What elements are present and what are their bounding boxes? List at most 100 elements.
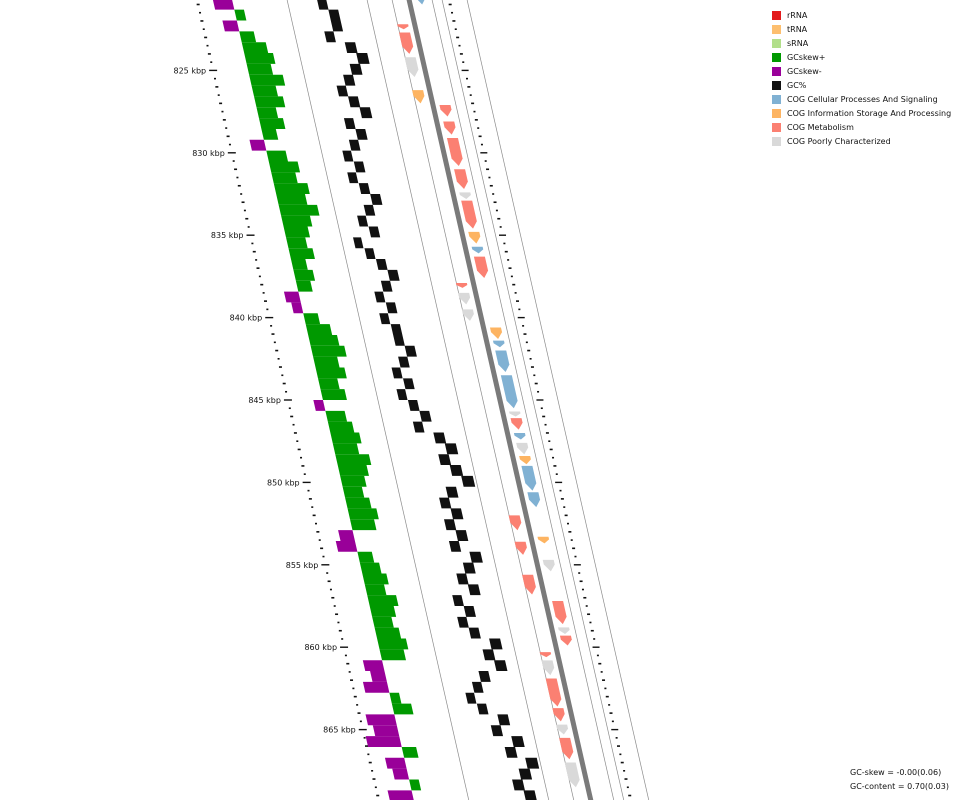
- gc-skew-bar: [409, 779, 422, 791]
- gc-content-stat: GC-content = 0.70(0.03): [850, 782, 949, 791]
- gc-content-bar: [336, 85, 349, 97]
- feature-arrow: [556, 724, 569, 735]
- gc-skew-bar: [365, 714, 397, 726]
- feature-arrow: [489, 327, 503, 340]
- legend-swatch: [772, 24, 781, 34]
- gc-content-bar: [494, 660, 508, 672]
- feature-arrow: [404, 57, 419, 77]
- gc-skew-bar: [239, 31, 257, 43]
- feature-arrow: [542, 559, 555, 572]
- kbp-label: 835 kbp: [211, 231, 244, 240]
- legend-item: sRNA: [772, 36, 951, 50]
- gc-skew-bar: [359, 562, 382, 574]
- gc-skew-bar: [291, 302, 304, 314]
- legend-item: COG Metabolism: [772, 120, 951, 134]
- gc-content-bar: [450, 508, 464, 520]
- gc-skew-bar: [325, 410, 348, 422]
- gc-skew-bar: [303, 313, 321, 325]
- gc-content-bar: [511, 736, 525, 747]
- gc-content-bar: [358, 183, 371, 194]
- gc-skew-bar: [365, 736, 402, 747]
- gc-skew-bar: [340, 475, 367, 487]
- gc-content-bar: [343, 118, 356, 129]
- gc-content-bar: [456, 573, 469, 585]
- legend-label: sRNA: [787, 38, 809, 48]
- gc-skew-stat: GC-skew = -0.00(0.06): [850, 768, 942, 777]
- gc-content-bar: [419, 410, 432, 422]
- legend-swatch: [772, 38, 781, 48]
- gc-skew-bar: [369, 606, 397, 617]
- gc-skew-track: [212, 0, 422, 800]
- gc-skew-bar: [249, 74, 286, 86]
- kbp-ruler: [196, 3, 632, 797]
- gc-content-bar: [357, 215, 369, 227]
- legend-item: GCskew-: [772, 64, 951, 78]
- feature-track: [397, 0, 580, 788]
- gc-skew-bar: [212, 0, 235, 10]
- gc-content-bar: [370, 194, 383, 205]
- gc-content-bar: [518, 768, 533, 780]
- kbp-label: 845 kbp: [248, 396, 281, 405]
- gc-content-bar: [347, 172, 359, 184]
- legend-label: tRNA: [787, 24, 808, 34]
- gc-skew-bar: [318, 378, 340, 390]
- gc-skew-bar: [293, 269, 316, 281]
- gc-content-bar: [353, 237, 364, 249]
- gc-content-bar: [374, 291, 386, 303]
- feature-arrow: [559, 737, 574, 760]
- ring-line: [391, 0, 575, 800]
- gc-skew-bar: [268, 161, 301, 173]
- gc-content-bar: [375, 259, 388, 270]
- gc-content-bar: [344, 42, 358, 54]
- feature-arrow: [552, 601, 567, 625]
- gc-content-bar: [433, 432, 447, 444]
- feature-arrow: [552, 708, 565, 722]
- gc-content-bar: [391, 367, 403, 379]
- gc-skew-bar: [391, 703, 414, 715]
- legend-item: GCskew+: [772, 50, 951, 64]
- feature-arrow: [455, 282, 468, 288]
- feature-arrow: [471, 246, 484, 254]
- feature-arrow: [509, 411, 521, 417]
- feature-arrow: [492, 340, 505, 348]
- gc-content-bar: [490, 725, 504, 737]
- feature-arrow: [458, 292, 471, 305]
- legend-label: COG Information Storage And Processing: [787, 108, 952, 118]
- gc-content-bar: [457, 616, 469, 628]
- stats-box: GC-skew = -0.00(0.06) GC-content = 0.70(…: [850, 766, 949, 794]
- feature-arrow: [537, 536, 550, 544]
- gc-skew-bar: [244, 53, 276, 64]
- feature-arrow: [510, 418, 523, 430]
- legend-item: GC%: [772, 78, 951, 92]
- gc-content-bar: [471, 681, 484, 693]
- gc-skew-bar: [372, 725, 400, 737]
- gc-content-bar: [504, 746, 518, 758]
- ring-line: [466, 0, 650, 800]
- gc-skew-bar: [374, 627, 402, 639]
- ring-guides: [286, 0, 650, 800]
- gc-content-bar: [317, 0, 329, 10]
- gc-skew-bar: [249, 139, 267, 151]
- ring-line: [441, 0, 625, 800]
- kbp-label: 865 kbp: [323, 726, 356, 735]
- gc-skew-bar: [337, 465, 369, 476]
- feature-arrow: [522, 574, 536, 595]
- gc-skew-bar: [254, 96, 286, 108]
- gc-skew-bar: [222, 20, 240, 32]
- gc-content-bar: [342, 150, 354, 162]
- feature-arrow: [500, 375, 518, 409]
- gc-content-bar: [359, 107, 373, 119]
- gc-content-bar: [343, 74, 356, 86]
- gc-skew-bar: [276, 194, 308, 205]
- gc-skew-bar: [367, 595, 399, 606]
- gc-content-bar: [478, 671, 491, 682]
- feature-arrow: [513, 432, 526, 440]
- gc-skew-bar: [350, 519, 377, 531]
- feature-arrow: [521, 465, 537, 491]
- gc-skew-bar: [401, 746, 419, 758]
- gc-content-bar: [465, 692, 477, 704]
- legend-swatch: [772, 136, 781, 146]
- legend-swatch: [772, 94, 781, 104]
- gc-skew-bar: [281, 215, 313, 227]
